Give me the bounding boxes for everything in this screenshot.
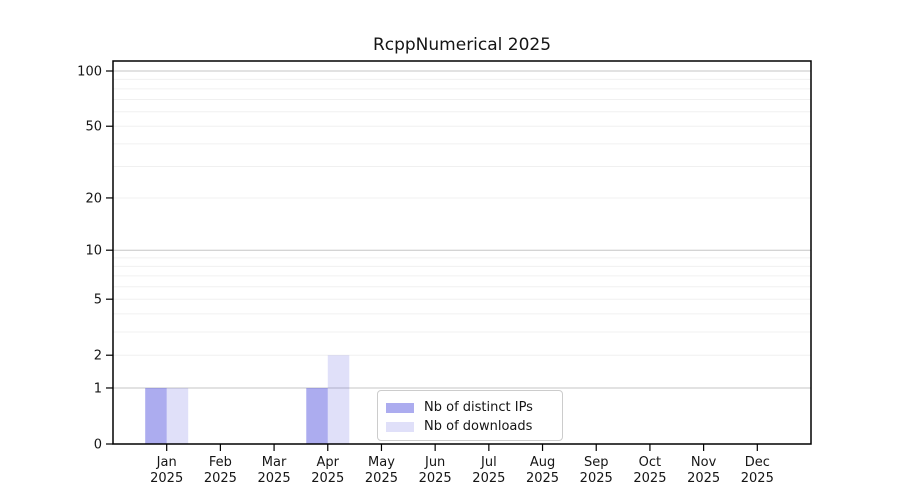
x-tick-label-year: 2025	[580, 471, 613, 486]
plot-frame	[112, 60, 812, 445]
y-tick-label: 1	[94, 381, 102, 396]
x-tick-label-year: 2025	[526, 471, 559, 486]
bar-downloads	[327, 355, 350, 444]
x-tick-label-year: 2025	[472, 471, 505, 486]
y-tick-label: 100	[77, 65, 102, 80]
legend-label: Nb of distinct IPs	[424, 400, 533, 415]
x-tick-label-year: 2025	[633, 471, 666, 486]
x-tick-label-year: 2025	[204, 471, 237, 486]
x-tick-label-month: Aug	[530, 455, 555, 470]
legend-swatch-downloads	[386, 421, 414, 432]
y-tick-label: 5	[94, 293, 102, 308]
x-tick-label-year: 2025	[258, 471, 291, 486]
legend: Nb of distinct IPs Nb of downloads	[377, 390, 563, 441]
legend-label: Nb of downloads	[424, 419, 533, 434]
y-tick-label: 2	[94, 349, 102, 364]
legend-item-downloads: Nb of downloads	[386, 417, 556, 436]
y-tick-label: 50	[85, 120, 102, 135]
x-tick-label-month: Nov	[691, 455, 717, 470]
y-tick-label: 0	[94, 438, 102, 453]
bar-distinct-ips	[306, 387, 328, 444]
x-tick-label-month: Jul	[480, 455, 497, 470]
x-tick-label-month: Jun	[424, 455, 445, 470]
y-tick-label: 10	[85, 244, 102, 259]
chart-title: RcppNumerical 2025	[372, 35, 552, 55]
x-tick-label-month: May	[368, 455, 395, 470]
legend-swatch-distinct-ips	[386, 402, 414, 413]
x-tick-label-month: Oct	[639, 455, 661, 470]
x-tick-label-year: 2025	[687, 471, 720, 486]
x-tick-label-year: 2025	[419, 471, 452, 486]
x-tick-label-month: Dec	[745, 455, 770, 470]
x-tick-label-year: 2025	[365, 471, 398, 486]
x-tick-label-month: Sep	[584, 455, 609, 470]
bar-downloads	[166, 387, 189, 444]
legend-item-distinct-ips: Nb of distinct IPs	[386, 398, 556, 417]
x-tick-label-month: Feb	[209, 455, 232, 470]
x-tick-label-month: Jan	[156, 455, 177, 470]
x-tick-label-year: 2025	[741, 471, 774, 486]
x-tick-label-month: Mar	[262, 455, 287, 470]
x-tick-label-year: 2025	[150, 471, 183, 486]
y-tick-label: 20	[85, 191, 102, 206]
bar-distinct-ips	[145, 387, 167, 444]
x-tick-label-year: 2025	[311, 471, 344, 486]
x-tick-label-month: Apr	[317, 455, 340, 470]
